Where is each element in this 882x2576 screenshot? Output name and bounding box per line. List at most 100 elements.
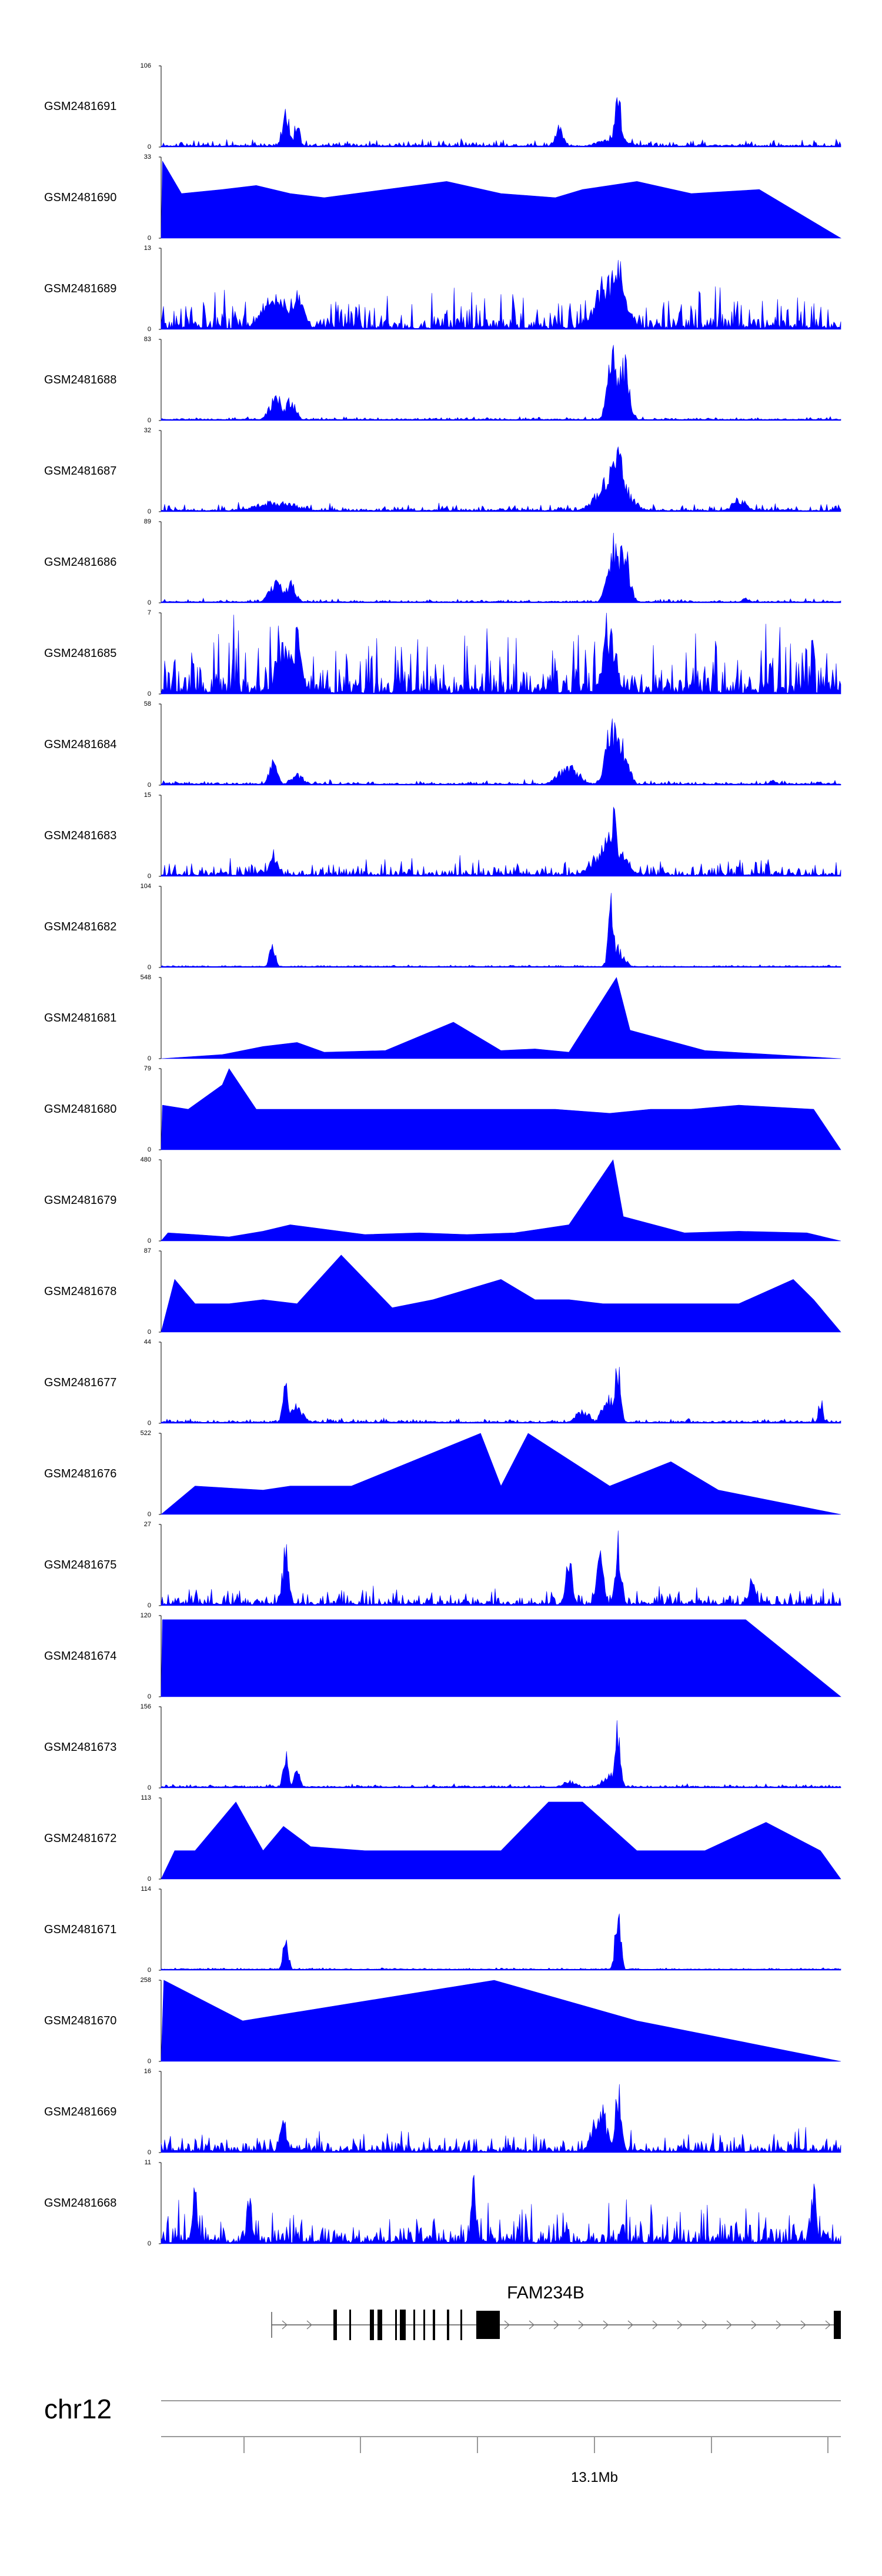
track-ymin-label: 0: [148, 1055, 151, 1062]
track-ymax-label: 480: [141, 1156, 151, 1163]
chromosome-label: chr12: [44, 2394, 112, 2424]
track-ymax-label: 16: [144, 2068, 151, 2075]
track-ymin-label: 0: [148, 1602, 151, 1609]
gene-track: FAM234B: [271, 2283, 841, 2340]
track-GSM2481683: GSM2481683 15 0: [44, 792, 841, 880]
track-GSM2481680: GSM2481680 79 0: [44, 1065, 841, 1153]
strand-arrow: [652, 2320, 658, 2330]
track-ymin-label: 0: [148, 2149, 151, 2156]
track-GSM2481687: GSM2481687 32 0: [44, 427, 841, 515]
track-ymax-label: 79: [144, 1065, 151, 1072]
track-ymin-label: 0: [148, 690, 151, 698]
track-label: GSM2481674: [44, 1650, 116, 1663]
track-ymax-label: 27: [144, 1521, 151, 1528]
signal-area: [161, 1367, 841, 1424]
signal-area: [161, 1068, 841, 1150]
track-label: GSM2481683: [44, 829, 116, 842]
strand-arrow: [800, 2320, 806, 2330]
track-label: GSM2481678: [44, 1285, 116, 1298]
gene-exon: [460, 2310, 462, 2340]
signal-area: [161, 806, 841, 877]
strand-arrow: [726, 2320, 732, 2330]
track-ymax-label: 33: [144, 154, 151, 161]
track-ymin-label: 0: [148, 235, 151, 242]
track-label: GSM2481685: [44, 647, 116, 660]
track-label: GSM2481686: [44, 556, 116, 569]
gene-exon: [476, 2311, 483, 2339]
strand-arrow: [578, 2320, 584, 2330]
track-GSM2481676: GSM2481676 522 0: [44, 1430, 841, 1518]
track-ymin-label: 0: [148, 508, 151, 515]
track-ymin-label: 0: [148, 1784, 151, 1791]
signal-area: [161, 1433, 841, 1515]
track-ymax-label: 548: [141, 974, 151, 981]
track-GSM2481690: GSM2481690 33 0: [44, 154, 842, 242]
track-ymax-label: 522: [141, 1430, 151, 1437]
track-GSM2481670: GSM2481670 258 0: [44, 1977, 841, 2065]
gene-exon: [433, 2310, 435, 2340]
signal-area: [161, 2084, 841, 2153]
signal-area: [161, 2175, 841, 2244]
track-GSM2481674: GSM2481674 120 0: [44, 1612, 841, 1700]
track-ymax-label: 13: [144, 245, 151, 252]
track-label: GSM2481675: [44, 1559, 116, 1571]
track-ymax-label: 120: [141, 1612, 151, 1619]
signal-area: [161, 260, 841, 330]
strand-arrow: [677, 2320, 683, 2330]
axis-tick-label: 13.1Mb: [571, 2470, 618, 2485]
track-ymax-label: 58: [144, 700, 151, 708]
signal-area: [161, 446, 841, 512]
gene-exon: [333, 2310, 337, 2340]
track-ymax-label: 44: [144, 1339, 151, 1346]
track-label: GSM2481673: [44, 1741, 116, 1754]
track-ymax-label: 89: [144, 518, 151, 525]
signal-area: [161, 1720, 841, 1788]
track-ymin-label: 0: [148, 1329, 151, 1336]
track-label: GSM2481670: [44, 2014, 116, 2027]
track-ymin-label: 0: [148, 2058, 151, 2065]
strand-arrow: [627, 2320, 633, 2330]
gene-exon: [834, 2311, 841, 2339]
track-label: GSM2481672: [44, 1832, 116, 1845]
track-GSM2481679: GSM2481679 480 0: [44, 1156, 841, 1244]
track-ymin-label: 0: [148, 326, 151, 333]
strand-arrow: [553, 2320, 559, 2330]
track-GSM2481684: GSM2481684 58 0: [44, 700, 841, 789]
track-ymin-label: 0: [148, 417, 151, 424]
track-ymax-label: 83: [144, 336, 151, 343]
track-ymax-label: 156: [141, 1703, 151, 1710]
track-ymax-label: 7: [148, 609, 151, 616]
track-ymin-label: 0: [148, 1876, 151, 1883]
track-ymin-label: 0: [148, 2240, 151, 2247]
track-GSM2481691: GSM2481691 106 0: [44, 62, 841, 151]
track-label: GSM2481688: [44, 373, 116, 386]
signal-area: [161, 97, 841, 148]
track-ymax-label: 32: [144, 427, 151, 434]
track-GSM2481671: GSM2481671 114 0: [44, 1886, 841, 1974]
track-ymax-label: 87: [144, 1247, 151, 1254]
strand-arrow: [701, 2320, 707, 2330]
track-ymax-label: 15: [144, 792, 151, 799]
signal-area: [161, 718, 841, 786]
track-label: GSM2481669: [44, 2105, 116, 2118]
signal-area: [161, 893, 841, 968]
gene-exon: [349, 2310, 351, 2340]
signal-area: [161, 612, 841, 695]
track-label: GSM2481690: [44, 191, 116, 204]
gene-exon: [423, 2310, 425, 2340]
gene-exon: [377, 2310, 382, 2340]
track-GSM2481673: GSM2481673 156 0: [44, 1703, 841, 1791]
signal-area: [161, 1530, 841, 1606]
strand-arrow: [504, 2320, 510, 2330]
track-label: GSM2481691: [44, 100, 116, 113]
track-label: GSM2481680: [44, 1103, 116, 1116]
track-ymax-label: 114: [141, 1886, 151, 1893]
gene-exon: [400, 2310, 406, 2340]
track-GSM2481685: GSM2481685 7 0: [44, 609, 841, 698]
gene-exon: [395, 2310, 397, 2340]
signal-tracks: GSM2481691 106 0 GSM2481690 33 0 GSM2481689 13 0…: [44, 62, 842, 2247]
track-GSM2481686: GSM2481686 89 0: [44, 518, 841, 606]
track-ymax-label: 113: [141, 1794, 151, 1801]
track-ymin-label: 0: [148, 964, 151, 971]
